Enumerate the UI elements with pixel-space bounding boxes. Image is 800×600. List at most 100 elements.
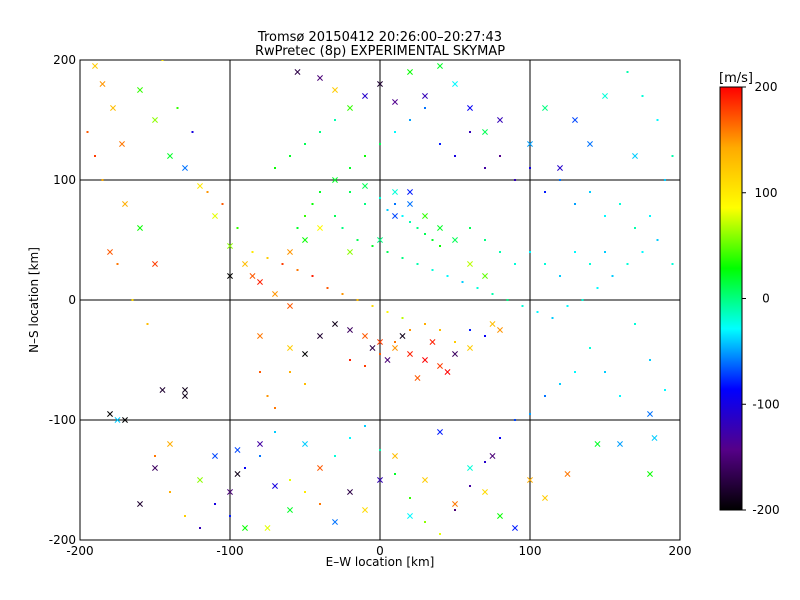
data-point-dot bbox=[574, 371, 576, 373]
data-point-x bbox=[137, 87, 143, 93]
chart-subtitle: RwPretec (8p) EXPERIMENTAL SKYMAP bbox=[255, 44, 505, 59]
data-point-x bbox=[182, 165, 188, 171]
data-point-dot bbox=[484, 167, 486, 169]
data-point-dot bbox=[604, 215, 606, 217]
data-point-dot bbox=[611, 275, 614, 277]
data-point-dot bbox=[416, 263, 419, 265]
data-point-x bbox=[369, 345, 376, 351]
data-point-x bbox=[392, 345, 398, 351]
data-point-dot bbox=[169, 491, 171, 493]
data-point-dot bbox=[334, 455, 336, 457]
data-point-dot bbox=[319, 131, 321, 133]
data-point-x bbox=[594, 441, 601, 447]
data-point-x bbox=[602, 93, 608, 99]
data-point-dot bbox=[431, 269, 434, 271]
data-point-x bbox=[407, 351, 413, 357]
data-point-dot bbox=[349, 167, 351, 169]
data-point-x bbox=[362, 507, 368, 513]
plot-area bbox=[79, 59, 681, 541]
data-point-dot bbox=[484, 335, 486, 337]
data-point-x bbox=[512, 525, 518, 531]
data-point-dot bbox=[304, 491, 306, 493]
data-point-x bbox=[227, 273, 233, 279]
data-point-dot bbox=[206, 191, 209, 193]
data-point-x bbox=[467, 465, 473, 471]
data-point-x bbox=[422, 93, 428, 99]
data-point-x bbox=[467, 261, 473, 267]
data-point-dot bbox=[529, 251, 531, 253]
data-point-x bbox=[272, 483, 278, 489]
colorbar-tick-label: 0 bbox=[762, 292, 770, 306]
data-point-x bbox=[347, 105, 353, 111]
data-point-dot bbox=[289, 371, 291, 373]
data-point-dot bbox=[649, 359, 651, 361]
data-point-dot bbox=[274, 407, 276, 409]
data-point-x bbox=[249, 273, 256, 279]
data-point-x bbox=[152, 261, 158, 267]
data-point-dot bbox=[371, 245, 374, 247]
data-point-dot bbox=[589, 347, 591, 349]
x-axis-ticks: -200 -100 0 100 200 bbox=[66, 535, 691, 558]
data-point-dot bbox=[341, 293, 344, 295]
data-point-x bbox=[437, 225, 443, 231]
data-point-x bbox=[107, 249, 113, 255]
data-point-x bbox=[429, 339, 436, 345]
data-point-x bbox=[399, 333, 406, 339]
data-point-dot bbox=[319, 191, 321, 193]
data-point-dot bbox=[214, 503, 216, 505]
data-point-x bbox=[444, 369, 451, 375]
data-point-dot bbox=[319, 503, 321, 505]
data-point-x bbox=[114, 417, 121, 423]
data-point-dot bbox=[259, 455, 261, 457]
data-point-dot bbox=[244, 467, 246, 469]
data-point-dot bbox=[364, 365, 366, 367]
data-point-dot bbox=[409, 497, 411, 499]
y-tick-label: 100 bbox=[53, 173, 76, 187]
data-point-x bbox=[302, 441, 308, 447]
data-point-x bbox=[377, 477, 383, 483]
data-point-x bbox=[92, 63, 98, 69]
data-point-x bbox=[377, 81, 383, 87]
data-point-dot bbox=[184, 515, 186, 517]
data-point-x bbox=[489, 453, 496, 459]
data-point-x bbox=[362, 183, 368, 189]
y-tick-label: 0 bbox=[68, 293, 76, 307]
data-point-dot bbox=[424, 521, 426, 523]
data-point-dot bbox=[274, 167, 276, 169]
data-point-x bbox=[497, 117, 503, 123]
data-point-x bbox=[452, 237, 458, 243]
data-point-dot bbox=[596, 287, 599, 289]
data-point-dot bbox=[484, 239, 486, 241]
data-point-dot bbox=[529, 413, 531, 415]
data-point-x bbox=[110, 105, 116, 111]
data-point-dot bbox=[634, 227, 636, 229]
data-point-dot bbox=[379, 449, 381, 451]
x-tick-label: 100 bbox=[519, 544, 542, 558]
data-point-dot bbox=[154, 455, 156, 457]
data-point-dot bbox=[259, 371, 261, 373]
data-point-dot bbox=[461, 281, 464, 283]
data-point-x bbox=[317, 225, 323, 231]
data-point-x bbox=[257, 333, 263, 339]
data-point-x bbox=[272, 291, 278, 297]
data-point-dot bbox=[454, 155, 456, 157]
data-point-dot bbox=[656, 239, 659, 241]
data-point-x bbox=[332, 321, 338, 327]
data-point-x bbox=[392, 213, 398, 219]
data-point-dot bbox=[641, 251, 644, 253]
data-point-dot bbox=[559, 179, 561, 181]
data-point-x bbox=[557, 165, 563, 171]
data-point-dot bbox=[416, 227, 419, 229]
data-point-dot bbox=[544, 395, 546, 397]
data-point-x bbox=[242, 525, 248, 531]
data-point-dot bbox=[281, 263, 284, 265]
data-point-x bbox=[332, 177, 338, 183]
data-point-dot bbox=[274, 431, 276, 433]
data-point-x bbox=[152, 117, 158, 123]
data-point-x bbox=[414, 375, 421, 381]
data-point-x bbox=[99, 81, 106, 87]
data-point-dot bbox=[409, 119, 411, 121]
colorbar-tick-label: -100 bbox=[752, 397, 779, 411]
data-point-x bbox=[362, 333, 368, 339]
data-point-x bbox=[467, 345, 473, 351]
